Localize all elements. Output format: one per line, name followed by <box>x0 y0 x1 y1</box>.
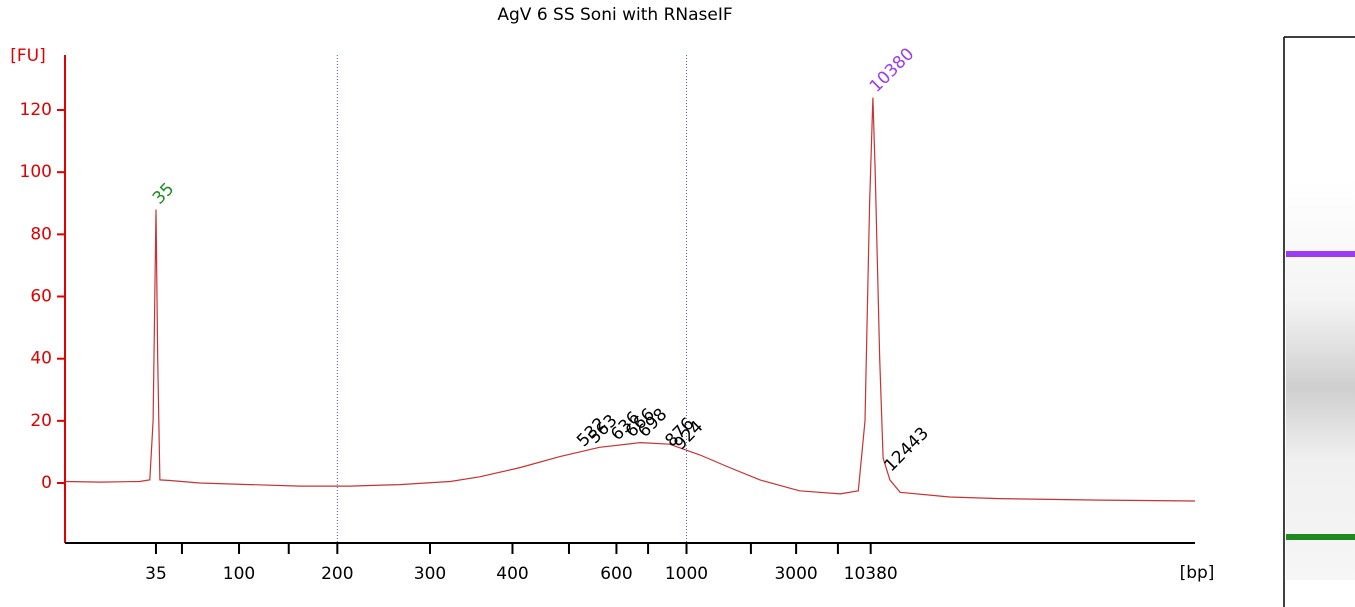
gel-smear <box>1286 180 1355 580</box>
y-tick-label: 100 <box>20 162 52 182</box>
y-tick-label: 120 <box>20 100 52 120</box>
y-tick-label: 20 <box>30 411 52 431</box>
y-axis-label: [FU] <box>10 46 46 66</box>
x-tick-label: 600 <box>600 564 632 584</box>
y-tick-label: 40 <box>30 349 52 369</box>
x-tick-label: 3000 <box>774 564 817 584</box>
x-tick-label: 35 <box>145 564 167 584</box>
x-tick-label: 400 <box>496 564 528 584</box>
x-axis-label: [bp] <box>1180 563 1215 583</box>
x-tick-label: 10380 <box>844 564 898 584</box>
x-tick-label: 200 <box>321 564 353 584</box>
y-tick-label: 0 <box>41 473 52 493</box>
gel-band-upper-marker <box>1286 251 1355 257</box>
x-tick-label: 1000 <box>665 564 708 584</box>
y-tick-label: 80 <box>30 224 52 244</box>
trace <box>64 97 1196 502</box>
y-tick-label: 60 <box>30 287 52 307</box>
gel-band-lower-marker <box>1286 534 1355 540</box>
gel-lane <box>1283 36 1355 607</box>
chart-title: AgV 6 SS Soni with RNaseIF <box>497 5 732 25</box>
x-tick-label: 300 <box>414 564 446 584</box>
x-tick-label: 100 <box>223 564 255 584</box>
